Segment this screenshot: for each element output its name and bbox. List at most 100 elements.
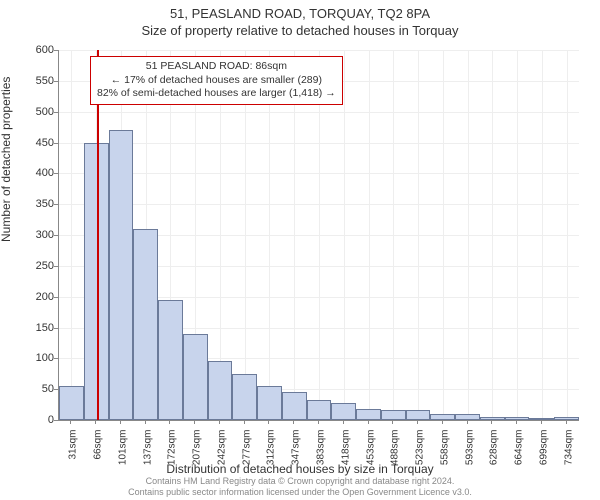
annotation-line-1: 51 PEASLAND ROAD: 86sqm bbox=[97, 60, 336, 74]
x-tick-mark bbox=[392, 420, 393, 424]
histogram-bar bbox=[554, 417, 579, 420]
histogram-bar bbox=[208, 361, 233, 420]
histogram-bar bbox=[356, 409, 381, 420]
y-tick-mark bbox=[54, 173, 58, 174]
y-tick-label: 400 bbox=[14, 167, 54, 179]
y-tick-label: 0 bbox=[14, 414, 54, 426]
x-tick-mark bbox=[566, 420, 567, 424]
annotation-line-2: ← 17% of detached houses are smaller (28… bbox=[97, 74, 336, 88]
footer-line-2: Contains public sector information licen… bbox=[0, 487, 600, 498]
y-tick-label: 100 bbox=[14, 352, 54, 364]
x-tick-mark bbox=[541, 420, 542, 424]
x-tick-mark bbox=[145, 420, 146, 424]
gridline-v bbox=[319, 50, 320, 420]
y-axis-label: Number of detached properties bbox=[0, 77, 13, 242]
x-tick-label: 418sqm bbox=[340, 430, 351, 480]
x-tick-mark bbox=[169, 420, 170, 424]
histogram-bar bbox=[406, 410, 431, 420]
gridline-v bbox=[269, 50, 270, 420]
y-tick-label: 500 bbox=[14, 106, 54, 118]
x-tick-mark bbox=[516, 420, 517, 424]
chart-plot-area bbox=[58, 50, 579, 421]
y-tick-mark bbox=[54, 204, 58, 205]
x-tick-mark bbox=[491, 420, 492, 424]
histogram-bar bbox=[109, 130, 134, 420]
x-tick-label: 242sqm bbox=[216, 430, 227, 480]
x-tick-mark bbox=[442, 420, 443, 424]
gridline-v bbox=[492, 50, 493, 420]
gridline-v bbox=[393, 50, 394, 420]
y-tick-mark bbox=[54, 297, 58, 298]
gridline-v bbox=[245, 50, 246, 420]
histogram-bar bbox=[455, 414, 480, 420]
y-tick-mark bbox=[54, 328, 58, 329]
y-tick-label: 50 bbox=[14, 383, 54, 395]
x-tick-mark bbox=[219, 420, 220, 424]
x-tick-label: 172sqm bbox=[167, 430, 178, 480]
histogram-bar bbox=[381, 410, 406, 420]
x-tick-mark bbox=[244, 420, 245, 424]
y-tick-label: 550 bbox=[14, 75, 54, 87]
y-tick-label: 300 bbox=[14, 229, 54, 241]
x-tick-label: 664sqm bbox=[514, 430, 525, 480]
y-tick-mark bbox=[54, 143, 58, 144]
gridline-v bbox=[369, 50, 370, 420]
gridline-v bbox=[418, 50, 419, 420]
y-tick-mark bbox=[54, 266, 58, 267]
histogram-bar bbox=[133, 229, 158, 420]
x-tick-label: 699sqm bbox=[538, 430, 549, 480]
x-tick-label: 66sqm bbox=[93, 430, 104, 480]
x-tick-mark bbox=[318, 420, 319, 424]
page-title-2: Size of property relative to detached ho… bbox=[0, 21, 600, 38]
gridline-v bbox=[542, 50, 543, 420]
histogram-bar bbox=[232, 374, 257, 420]
y-tick-label: 250 bbox=[14, 260, 54, 272]
gridline-v bbox=[344, 50, 345, 420]
x-tick-mark bbox=[417, 420, 418, 424]
histogram-bar bbox=[331, 403, 356, 420]
x-tick-label: 628sqm bbox=[489, 430, 500, 480]
x-tick-label: 383sqm bbox=[316, 430, 327, 480]
x-tick-label: 31sqm bbox=[68, 430, 79, 480]
x-tick-mark bbox=[120, 420, 121, 424]
x-tick-label: 347sqm bbox=[291, 430, 302, 480]
y-tick-label: 200 bbox=[14, 291, 54, 303]
histogram-bar bbox=[158, 300, 183, 420]
x-tick-mark bbox=[467, 420, 468, 424]
x-tick-mark bbox=[293, 420, 294, 424]
x-tick-mark bbox=[95, 420, 96, 424]
x-tick-mark bbox=[368, 420, 369, 424]
y-tick-mark bbox=[54, 420, 58, 421]
y-tick-mark bbox=[54, 235, 58, 236]
y-tick-label: 350 bbox=[14, 198, 54, 210]
x-tick-label: 137sqm bbox=[142, 430, 153, 480]
x-tick-label: 277sqm bbox=[241, 430, 252, 480]
histogram-bar bbox=[307, 400, 332, 420]
gridline-v bbox=[71, 50, 72, 420]
x-tick-label: 101sqm bbox=[117, 430, 128, 480]
x-tick-label: 207sqm bbox=[192, 430, 203, 480]
y-tick-label: 450 bbox=[14, 137, 54, 149]
y-tick-mark bbox=[54, 389, 58, 390]
x-tick-label: 593sqm bbox=[464, 430, 475, 480]
y-tick-mark bbox=[54, 81, 58, 82]
histogram-bar bbox=[430, 414, 455, 420]
x-tick-label: 523sqm bbox=[415, 430, 426, 480]
footer-attribution: Contains HM Land Registry data © Crown c… bbox=[0, 476, 600, 498]
y-tick-mark bbox=[54, 358, 58, 359]
x-tick-mark bbox=[268, 420, 269, 424]
x-tick-label: 734sqm bbox=[563, 430, 574, 480]
x-tick-label: 558sqm bbox=[439, 430, 450, 480]
histogram-bar bbox=[282, 392, 307, 420]
gridline-v bbox=[294, 50, 295, 420]
histogram-bar bbox=[529, 418, 554, 420]
x-tick-mark bbox=[70, 420, 71, 424]
histogram-bar bbox=[59, 386, 84, 420]
page-title-1: 51, PEASLAND ROAD, TORQUAY, TQ2 8PA bbox=[0, 0, 600, 21]
gridline-v bbox=[517, 50, 518, 420]
annotation-line-3: 82% of semi-detached houses are larger (… bbox=[97, 87, 336, 101]
y-tick-label: 600 bbox=[14, 44, 54, 56]
gridline-v bbox=[443, 50, 444, 420]
x-tick-mark bbox=[194, 420, 195, 424]
annotation-box: 51 PEASLAND ROAD: 86sqm ← 17% of detache… bbox=[90, 56, 343, 105]
